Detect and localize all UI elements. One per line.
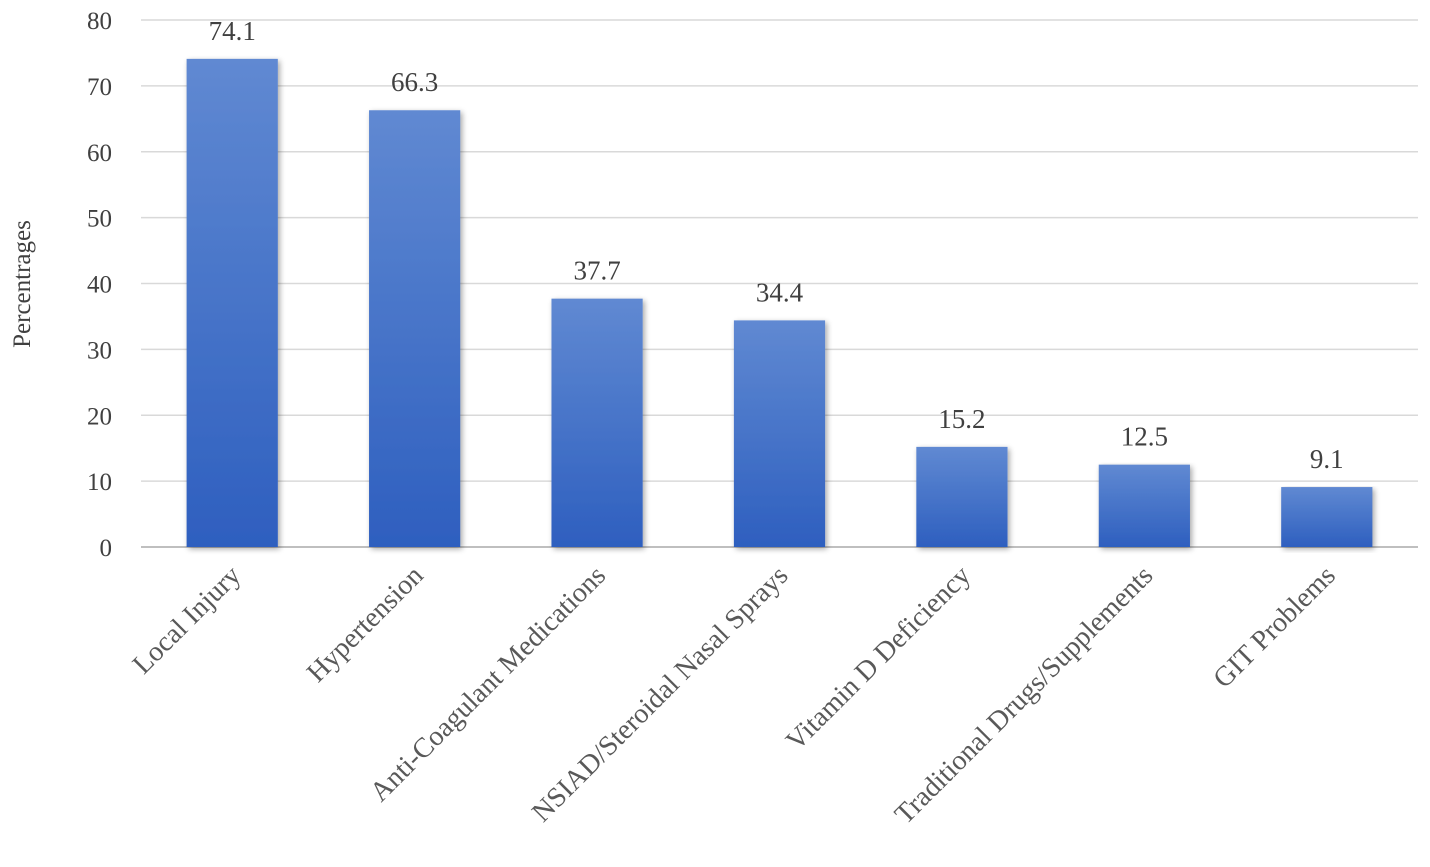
y-tick-label: 70 — [87, 74, 112, 101]
bar — [1281, 487, 1373, 547]
grid-lines — [141, 19, 1418, 548]
bar — [186, 58, 278, 548]
bar-value-label: 37.7 — [573, 256, 620, 286]
x-category-label: GIT Problems — [1207, 560, 1341, 694]
y-tick-label: 60 — [87, 140, 112, 167]
bar-value-label: 74.1 — [209, 16, 256, 46]
bars — [186, 58, 1373, 548]
y-tick-label: 50 — [87, 206, 112, 233]
y-tick-label: 40 — [87, 272, 112, 299]
bar-value-label: 15.2 — [938, 404, 985, 434]
bar — [1098, 464, 1190, 547]
y-tick-label: 30 — [87, 337, 112, 364]
y-tick-label: 20 — [87, 403, 112, 430]
bar-value-label: 66.3 — [391, 67, 438, 97]
x-category-label: Hypertension — [301, 560, 430, 689]
bar — [551, 298, 643, 547]
y-axis-title: Percentrages — [9, 220, 36, 348]
y-tick-label: 10 — [87, 469, 112, 496]
bar — [369, 110, 461, 547]
y-tick-label: 0 — [100, 535, 113, 562]
x-category-label: Local Injury — [127, 560, 247, 680]
bar-value-label: 9.1 — [1310, 444, 1344, 474]
y-tick-label: 80 — [87, 8, 112, 35]
bar — [916, 446, 1008, 547]
y-axis-ticks: 0 10 20 30 40 50 60 70 80 — [87, 8, 112, 562]
x-category-label: Vitamin D Deficiency — [780, 560, 977, 757]
bar-value-label: 34.4 — [756, 277, 804, 307]
data-labels: 74.1 66.3 37.7 34.4 15.2 12.5 9.1 — [209, 16, 1344, 474]
bar — [733, 320, 826, 547]
bar-value-label: 12.5 — [1121, 422, 1168, 452]
